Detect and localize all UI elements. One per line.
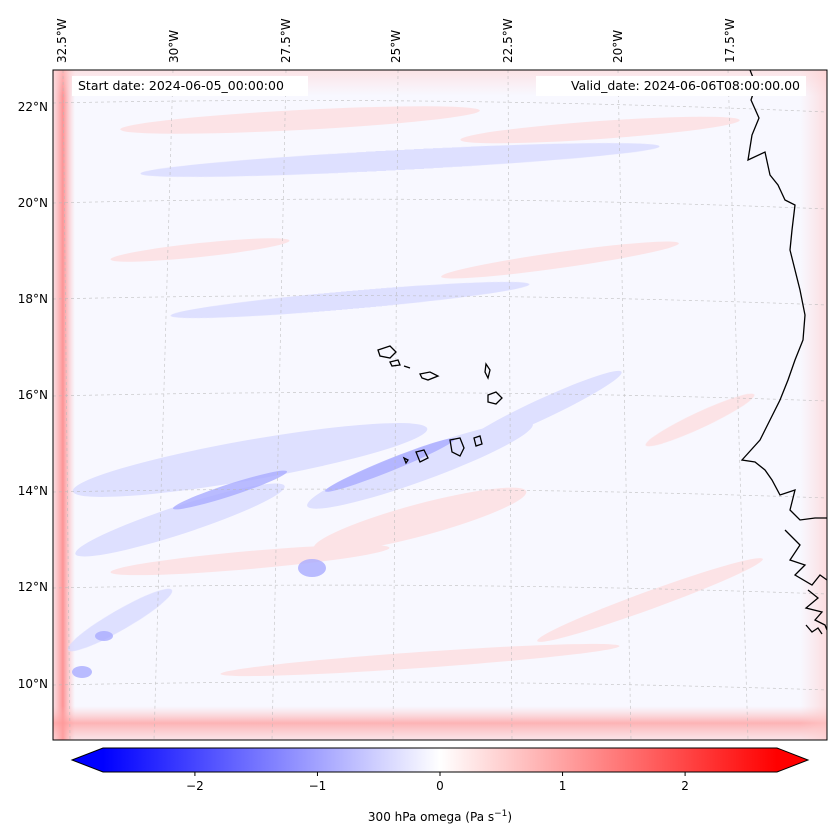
colorbar-body [103,748,777,772]
colorbar-ticks: −2 −1 0 1 2 [186,772,689,793]
colorbar-tick-label: 1 [559,779,567,793]
lon-label: 20°W [611,30,625,63]
lat-label: 22°N [18,100,48,114]
start-date-label: Start date: 2024-06-05_00:00:00 [78,78,284,93]
lat-label: 10°N [18,677,48,691]
lon-label: 22.5°W [501,18,515,63]
colorbar-tick-label: −2 [186,779,204,793]
map-background [53,70,827,740]
latitude-labels: 22°N 20°N 18°N 16°N 14°N 12°N 10°N [18,100,48,691]
lat-label: 16°N [18,388,48,402]
longitude-labels: 32.5°W 30°W 27.5°W 25°W 22.5°W 20°W 17.5… [55,18,737,63]
lon-label: 30°W [167,30,181,63]
lat-label: 14°N [18,484,48,498]
cape-verde-islands [377,345,397,359]
valid-date-box [536,76,806,96]
lon-label: 25°W [389,30,403,63]
lat-label: 20°N [18,196,48,210]
map-border [52,69,828,741]
colorbar-outline [70,747,810,773]
valid-date-label: Valid_date: 2024-06-06T08:00:00.00 [571,78,800,93]
lon-label: 17.5°W [723,18,737,63]
colorbar-extend-low [72,748,103,772]
colorbar-tick-label: 2 [681,779,689,793]
colorbar-label: 300 hPa omega (Pa s−1) [368,809,512,824]
colorbar-extend-high [777,748,808,772]
map-panel [52,69,828,741]
lon-label: 27.5°W [279,18,293,63]
west-africa-coast [740,70,827,521]
start-date-box [72,76,308,96]
lon-label: 32.5°W [55,18,69,63]
omega-field [53,70,827,740]
lat-label: 18°N [18,292,48,306]
coastlines [377,70,827,635]
colorbar: −2 −1 0 1 2 300 hPa omega (Pa s−1) [70,747,810,824]
colorbar-tick-label: 0 [436,779,444,793]
lat-label: 12°N [18,580,48,594]
gridlines [53,70,827,740]
colorbar-tick-label: −1 [309,779,327,793]
